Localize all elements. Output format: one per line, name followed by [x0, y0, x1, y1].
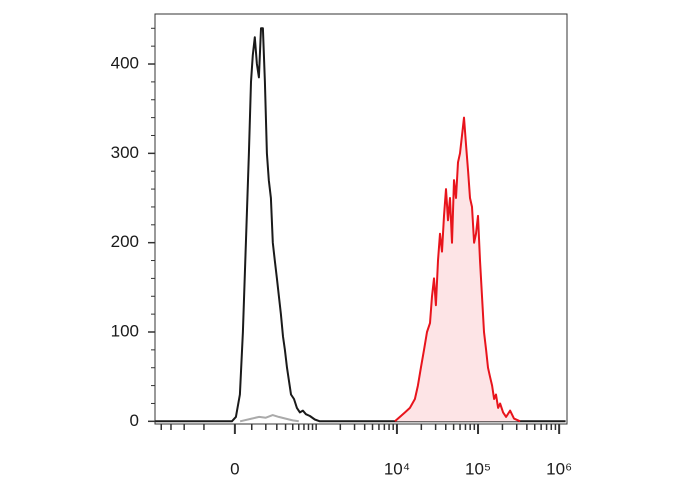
x-tick-label: 10⁵ — [465, 459, 491, 478]
y-tick-label: 0 — [130, 411, 139, 430]
x-tick-label: 10⁴ — [384, 459, 410, 478]
x-tick-label: 10⁶ — [546, 459, 572, 478]
y-tick-label: 100 — [111, 321, 139, 340]
x-tick-label: 0 — [230, 459, 239, 478]
plot-frame — [154, 13, 568, 425]
y-tick-label: 300 — [111, 143, 139, 162]
y-tick-label: 400 — [111, 54, 139, 73]
histogram-line — [239, 414, 299, 423]
area — [394, 117, 521, 422]
histogram-line — [155, 27, 566, 423]
y-tick-label: 200 — [111, 232, 139, 251]
histogram-line — [394, 116, 521, 423]
